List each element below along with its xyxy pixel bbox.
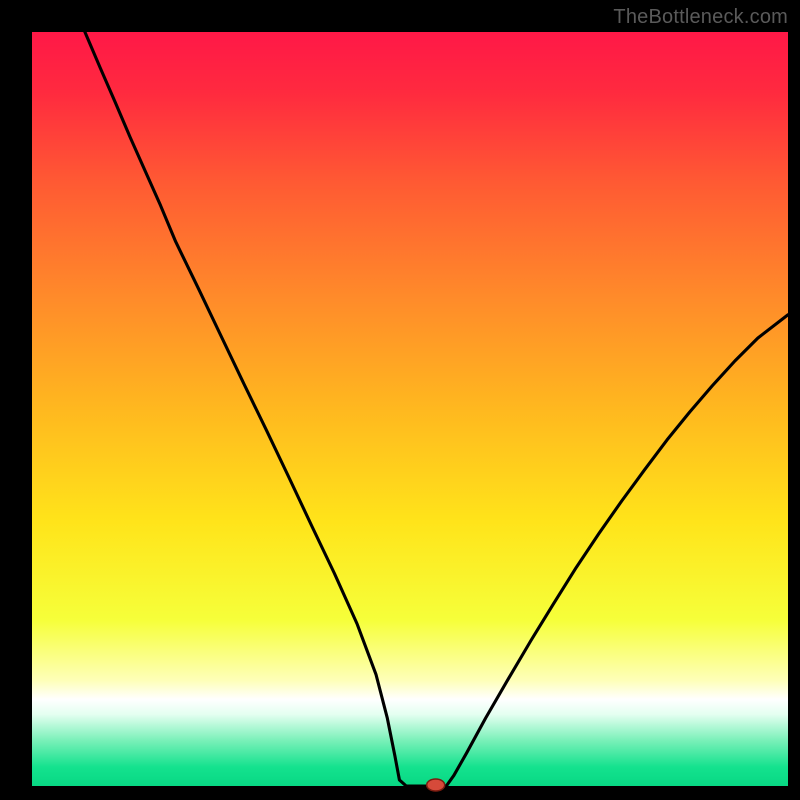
optimum-marker xyxy=(427,779,445,791)
watermark-text: TheBottleneck.com xyxy=(613,6,788,29)
bottleneck-chart xyxy=(0,0,800,800)
plot-gradient-background xyxy=(32,32,788,786)
